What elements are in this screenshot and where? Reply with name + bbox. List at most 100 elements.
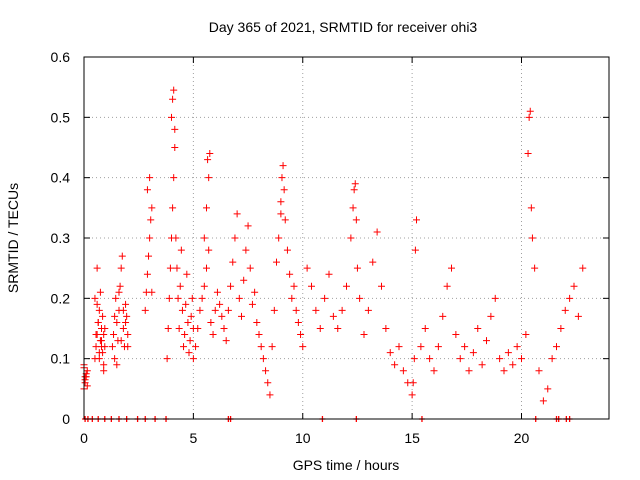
- data-point: [110, 331, 118, 339]
- data-point: [303, 264, 311, 272]
- data-point: [465, 367, 473, 375]
- data-point: [248, 300, 256, 308]
- data-point: [224, 306, 232, 314]
- data-point: [316, 325, 324, 332]
- data-point: [92, 331, 100, 339]
- x-tick-label: 5: [189, 430, 197, 446]
- data-point: [168, 113, 175, 121]
- data-point: [196, 306, 204, 314]
- data-point: [353, 264, 361, 272]
- data-point: [574, 312, 582, 320]
- data-point: [246, 264, 254, 272]
- data-point: [391, 361, 399, 369]
- data-point: [146, 174, 154, 182]
- data-point: [338, 306, 346, 314]
- data-point: [99, 349, 107, 357]
- data-point: [527, 204, 535, 212]
- data-point: [408, 391, 416, 399]
- data-point: [216, 300, 224, 308]
- data-point: [356, 294, 364, 302]
- data-point: [528, 234, 536, 242]
- data-point: [553, 343, 560, 351]
- data-point: [430, 367, 438, 375]
- data-point: [469, 349, 477, 357]
- data-point: [399, 367, 407, 375]
- data-point: [297, 331, 305, 339]
- data-point: [180, 343, 188, 351]
- data-point: [96, 288, 104, 296]
- data-point: [194, 325, 202, 332]
- data-point: [487, 312, 495, 320]
- data-point: [231, 234, 239, 242]
- data-point: [170, 174, 178, 182]
- data-point: [524, 150, 532, 158]
- data-point: [294, 318, 302, 326]
- data-point: [99, 312, 107, 320]
- x-axis-label: GPS time / hours: [293, 457, 400, 473]
- data-point: [268, 343, 276, 351]
- data-point: [413, 216, 420, 224]
- data-point: [570, 282, 578, 290]
- data-point: [164, 325, 172, 332]
- data-point: [255, 331, 263, 339]
- data-point: [350, 186, 358, 194]
- data-point: [182, 300, 190, 308]
- data-point: [242, 246, 250, 254]
- data-point: [417, 343, 425, 351]
- data-point: [94, 318, 102, 326]
- data-point: [198, 294, 206, 302]
- data-point: [189, 355, 197, 363]
- data-point: [439, 312, 447, 320]
- y-axis-label: SRMTID / TECUs: [5, 183, 21, 293]
- data-point: [169, 95, 177, 103]
- data-point: [117, 337, 125, 345]
- data-point: [95, 355, 103, 363]
- data-point: [535, 367, 543, 375]
- data-point: [235, 294, 243, 302]
- data-point: [531, 264, 539, 272]
- data-point: [411, 246, 419, 254]
- data-point: [491, 294, 499, 302]
- data-point: [421, 325, 429, 332]
- data-point: [101, 325, 109, 332]
- data-point: [395, 343, 403, 351]
- data-point: [183, 270, 191, 278]
- data-point: [100, 331, 108, 339]
- data-point: [259, 355, 267, 363]
- data-point: [146, 234, 154, 242]
- data-point: [122, 300, 130, 308]
- x-tick-label: 20: [514, 430, 530, 446]
- data-point: [312, 306, 320, 314]
- data-point: [209, 331, 217, 339]
- data-point: [184, 318, 192, 326]
- data-point: [290, 282, 298, 290]
- y-tick-label: 0.6: [51, 49, 71, 65]
- data-point: [351, 180, 359, 188]
- data-point: [579, 264, 587, 272]
- data-point: [171, 125, 179, 133]
- data-point: [123, 312, 131, 320]
- y-tick-label: 0.2: [51, 290, 71, 306]
- data-point: [409, 379, 417, 387]
- data-point: [349, 204, 357, 212]
- data-point: [509, 361, 517, 369]
- x-tick-label: 0: [80, 430, 88, 446]
- data-point: [308, 282, 315, 290]
- data-point: [81, 373, 89, 381]
- data-point: [373, 228, 381, 236]
- data-point: [166, 264, 174, 272]
- x-tick-label: 15: [404, 430, 420, 446]
- data-point: [163, 355, 171, 363]
- data-point: [434, 343, 442, 351]
- data-point: [113, 361, 121, 369]
- data-point: [504, 349, 512, 357]
- data-points: [80, 86, 587, 422]
- data-point: [176, 282, 184, 290]
- data-point: [98, 343, 105, 351]
- data-point: [93, 300, 101, 308]
- data-point: [186, 337, 194, 345]
- data-point: [277, 198, 285, 206]
- data-point: [253, 318, 261, 326]
- data-point: [200, 234, 208, 242]
- data-point: [539, 397, 547, 405]
